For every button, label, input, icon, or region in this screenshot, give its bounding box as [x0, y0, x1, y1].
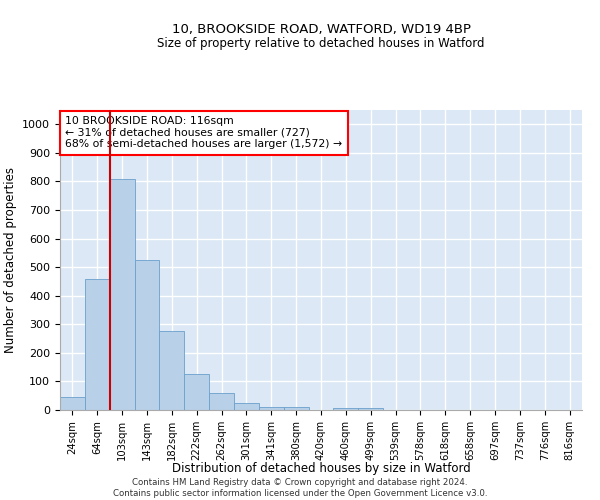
- Bar: [234, 403, 259, 410]
- Text: 10, BROOKSIDE ROAD, WATFORD, WD19 4BP: 10, BROOKSIDE ROAD, WATFORD, WD19 4BP: [172, 22, 470, 36]
- Bar: [259, 406, 284, 410]
- Bar: [358, 408, 383, 410]
- Bar: [284, 406, 308, 410]
- Text: Size of property relative to detached houses in Watford: Size of property relative to detached ho…: [157, 38, 485, 51]
- Bar: [134, 260, 160, 410]
- Bar: [209, 393, 234, 410]
- Bar: [184, 374, 209, 410]
- Text: Distribution of detached houses by size in Watford: Distribution of detached houses by size …: [172, 462, 470, 475]
- Bar: [85, 278, 110, 410]
- Text: 10 BROOKSIDE ROAD: 116sqm
← 31% of detached houses are smaller (727)
68% of semi: 10 BROOKSIDE ROAD: 116sqm ← 31% of detac…: [65, 116, 343, 149]
- Text: Contains HM Land Registry data © Crown copyright and database right 2024.
Contai: Contains HM Land Registry data © Crown c…: [113, 478, 487, 498]
- Bar: [110, 178, 134, 410]
- Bar: [160, 332, 184, 410]
- Bar: [334, 408, 358, 410]
- Bar: [60, 397, 85, 410]
- Y-axis label: Number of detached properties: Number of detached properties: [4, 167, 17, 353]
